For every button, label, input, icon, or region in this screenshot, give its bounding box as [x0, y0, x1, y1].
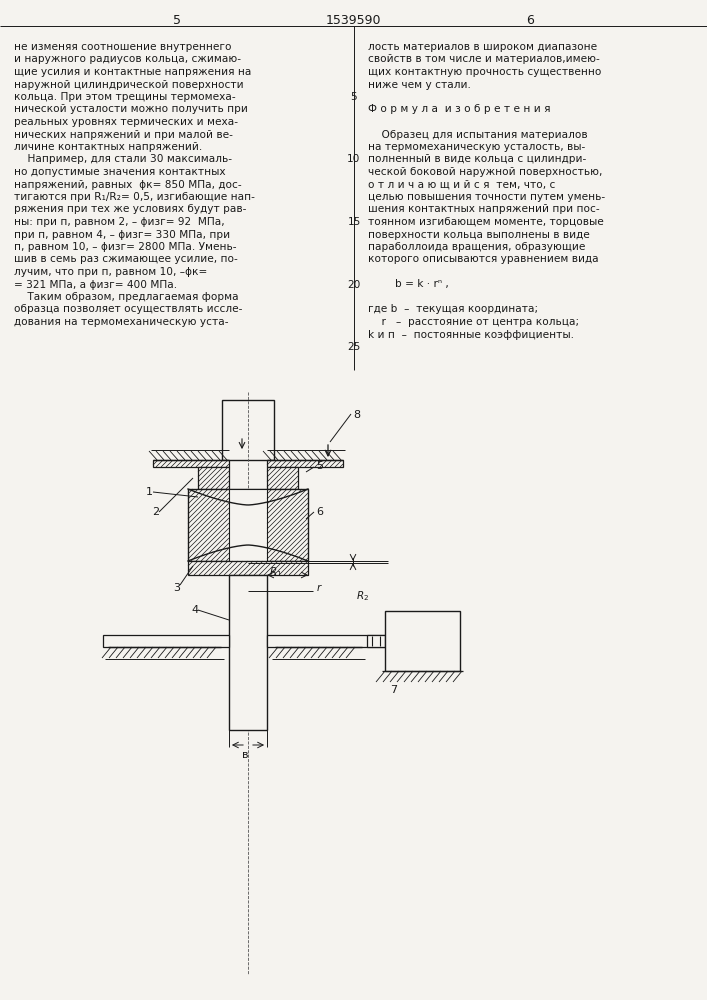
Bar: [188, 489, 308, 561]
Text: лость материалов в широком диапазоне: лость материалов в широком диапазоне: [368, 42, 597, 52]
Text: щие усилия и контактные напряжения на: щие усилия и контактные напряжения на: [14, 67, 252, 77]
Text: и наружного радиусов кольца, сжимаю-: и наружного радиусов кольца, сжимаю-: [14, 54, 241, 64]
Text: о т л и ч а ю щ и й с я  тем, что, с: о т л и ч а ю щ и й с я тем, что, с: [368, 180, 556, 190]
Text: 5: 5: [173, 14, 181, 27]
Text: тигаются при R₁/R₂= 0,5, изгибающие нап-: тигаются при R₁/R₂= 0,5, изгибающие нап-: [14, 192, 255, 202]
Text: но допустимые значения контактных: но допустимые значения контактных: [14, 167, 226, 177]
Bar: [267, 460, 343, 467]
Bar: [229, 575, 267, 730]
Bar: [367, 635, 385, 647]
Text: ряжения при тех же условиях будут рав-: ряжения при тех же условиях будут рав-: [14, 205, 246, 215]
Text: Таким образом, предлагаемая форма: Таким образом, предлагаемая форма: [14, 292, 239, 302]
Bar: [153, 460, 229, 467]
Text: напряжений, равных  ϕк= 850 МПа, дос-: напряжений, равных ϕк= 850 МПа, дос-: [14, 180, 242, 190]
Text: k и п  –  постоянные коэффициенты.: k и п – постоянные коэффициенты.: [368, 330, 574, 340]
Text: полненный в виде кольца с цилиндри-: полненный в виде кольца с цилиндри-: [368, 154, 586, 164]
Text: где b  –  текущая координата;: где b – текущая координата;: [368, 304, 538, 314]
Text: лучим, что при п, равном 10, –ϕк=: лучим, что при п, равном 10, –ϕк=: [14, 267, 207, 277]
Bar: [385, 611, 460, 671]
Text: 15: 15: [347, 217, 361, 227]
Text: п, равном 10, – ϕизг= 2800 МПа. Умень-: п, равном 10, – ϕизг= 2800 МПа. Умень-: [14, 242, 237, 252]
Text: не изменяя соотношение внутреннего: не изменяя соотношение внутреннего: [14, 42, 231, 52]
Text: образца позволяет осуществлять иссле-: образца позволяет осуществлять иссле-: [14, 304, 243, 314]
Text: = 321 МПа, а ϕизг= 400 МПа.: = 321 МПа, а ϕизг= 400 МПа.: [14, 279, 177, 290]
Bar: [222, 400, 274, 460]
Text: кольца. При этом трещины термомеха-: кольца. При этом трещины термомеха-: [14, 92, 235, 102]
Text: на термомеханическую усталость, вы-: на термомеханическую усталость, вы-: [368, 142, 585, 152]
Text: личине контактных напряжений.: личине контактных напряжений.: [14, 142, 202, 152]
Text: 2: 2: [152, 507, 159, 517]
Text: дования на термомеханическую уста-: дования на термомеханическую уста-: [14, 317, 228, 327]
Text: в: в: [242, 750, 248, 760]
Text: ниже чем у стали.: ниже чем у стали.: [368, 80, 471, 90]
Text: 25: 25: [347, 342, 361, 352]
Text: 1: 1: [146, 487, 153, 497]
Text: 7: 7: [390, 685, 397, 695]
Bar: [103, 635, 229, 647]
Bar: [267, 467, 298, 489]
Text: при п, равном 4, – ϕизг= 330 МПа, при: при п, равном 4, – ϕизг= 330 МПа, при: [14, 230, 230, 239]
Bar: [198, 467, 229, 489]
Text: 20: 20: [347, 279, 361, 290]
Text: r   –  расстояние от центра кольца;: r – расстояние от центра кольца;: [368, 317, 579, 327]
Text: шив в семь раз сжимающее усилие, по-: шив в семь раз сжимающее усилие, по-: [14, 254, 238, 264]
Text: 8: 8: [353, 410, 360, 420]
Text: 3: 3: [173, 583, 180, 593]
Text: тоянном изгибающем моменте, торцовые: тоянном изгибающем моменте, торцовые: [368, 217, 604, 227]
Text: наружной цилиндрической поверхности: наружной цилиндрической поверхности: [14, 80, 244, 90]
Text: 6: 6: [526, 14, 534, 27]
Text: нических напряжений и при малой ве-: нических напряжений и при малой ве-: [14, 129, 233, 139]
Text: шения контактных напряжений при пос-: шения контактных напряжений при пос-: [368, 205, 600, 215]
Text: нической усталости можно получить при: нической усталости можно получить при: [14, 104, 248, 114]
Text: 4: 4: [191, 605, 198, 615]
Text: ческой боковой наружной поверхностью,: ческой боковой наружной поверхностью,: [368, 167, 602, 177]
Text: Образец для испытания материалов: Образец для испытания материалов: [368, 129, 588, 139]
Text: щих контактную прочность существенно: щих контактную прочность существенно: [368, 67, 602, 77]
Text: Например, для стали 30 максималь-: Например, для стали 30 максималь-: [14, 154, 232, 164]
Text: 6: 6: [316, 507, 323, 517]
Text: которого описываются уравнением вида: которого описываются уравнением вида: [368, 254, 599, 264]
Bar: [188, 561, 308, 575]
Text: b = k · rⁿ ,: b = k · rⁿ ,: [368, 279, 449, 290]
Text: поверхности кольца выполнены в виде: поверхности кольца выполнены в виде: [368, 230, 590, 239]
Text: 10: 10: [347, 154, 361, 164]
Text: $R_2$: $R_2$: [356, 589, 369, 603]
Bar: [267, 635, 433, 647]
Text: Ф о р м у л а  и з о б р е т е н и я: Ф о р м у л а и з о б р е т е н и я: [368, 104, 551, 114]
Text: целью повышения точности путем умень-: целью повышения точности путем умень-: [368, 192, 605, 202]
Text: параболлоида вращения, образующие: параболлоида вращения, образующие: [368, 242, 585, 252]
Text: $R_1$: $R_1$: [269, 565, 282, 579]
Text: ны: при п, равном 2, – ϕизг= 92  МПа,: ны: при п, равном 2, – ϕизг= 92 МПа,: [14, 217, 225, 227]
Text: 1539590: 1539590: [325, 14, 381, 27]
Text: свойств в том числе и материалов,имею-: свойств в том числе и материалов,имею-: [368, 54, 600, 64]
Text: реальных уровнях термических и меха-: реальных уровнях термических и меха-: [14, 117, 238, 127]
Text: 5: 5: [316, 461, 323, 471]
Text: $r$: $r$: [316, 582, 323, 593]
Text: 5: 5: [351, 92, 357, 102]
Bar: [229, 489, 267, 561]
